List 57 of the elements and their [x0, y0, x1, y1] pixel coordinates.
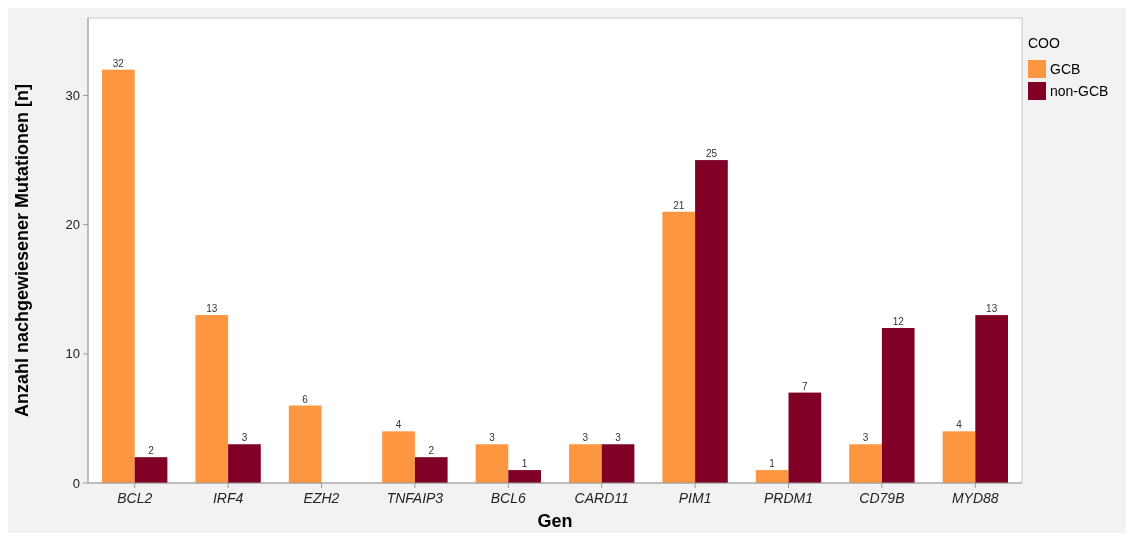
data-label: 2 [428, 445, 435, 457]
bar [382, 431, 415, 483]
bar [881, 328, 915, 483]
y-tick-label: 0 [72, 475, 80, 491]
data-label: 3 [241, 432, 248, 444]
bar [942, 431, 976, 483]
data-label: 25 [705, 148, 718, 160]
bar [475, 444, 509, 483]
x-tick-label: CD79B [859, 490, 905, 506]
y-axis-title: Anzahl nachgewiesener Mutationen [n] [12, 83, 32, 418]
bar [788, 392, 822, 483]
y-tick-label: 10 [65, 346, 80, 362]
data-label: 1 [769, 458, 776, 470]
data-label: 32 [112, 57, 125, 69]
bar [288, 405, 322, 483]
x-tick-label: EZH2 [303, 490, 340, 506]
y-tick-label: 30 [65, 88, 80, 104]
bar [508, 470, 541, 483]
x-tick-label: TNFAIP3 [386, 490, 444, 506]
data-label: 3 [582, 432, 589, 444]
data-label: 1 [521, 458, 528, 470]
bar [601, 444, 635, 483]
bar [569, 444, 602, 483]
data-label: 12 [892, 316, 905, 327]
data-label: 6 [302, 393, 309, 405]
legend-title: COO [1028, 35, 1060, 51]
bar [695, 160, 728, 483]
x-tick-label: PRDM1 [763, 490, 814, 506]
data-label: 4 [395, 419, 402, 431]
bar [195, 315, 229, 483]
data-label: 13 [986, 303, 998, 315]
data-label: 2 [148, 445, 155, 457]
bar [662, 211, 696, 483]
y-tick-label: 20 [65, 217, 80, 233]
bar [975, 315, 1008, 483]
legend-label: GCB [1050, 61, 1081, 77]
data-label: 4 [956, 419, 963, 431]
x-tick-label: MYD88 [951, 490, 999, 506]
data-label: 3 [862, 432, 869, 444]
bar [228, 444, 261, 483]
x-axis-title: Gen [537, 511, 573, 531]
data-label: 13 [206, 303, 218, 315]
bar [102, 69, 135, 483]
x-tick-label: PIM1 [678, 490, 712, 506]
x-tick-label: BCL6 [490, 490, 527, 506]
bar [849, 444, 882, 483]
bar [134, 457, 168, 483]
x-tick-label: BCL2 [117, 490, 153, 506]
data-label: 3 [615, 432, 622, 444]
x-tick-label: IRF4 [212, 490, 244, 506]
x-tick-label: CARD11 [574, 490, 629, 506]
legend-label: non-GCB [1050, 83, 1109, 99]
bar [755, 470, 789, 483]
bar [414, 457, 448, 483]
data-label: 21 [673, 199, 685, 211]
data-label: 7 [802, 380, 809, 392]
data-label: 3 [489, 432, 496, 444]
